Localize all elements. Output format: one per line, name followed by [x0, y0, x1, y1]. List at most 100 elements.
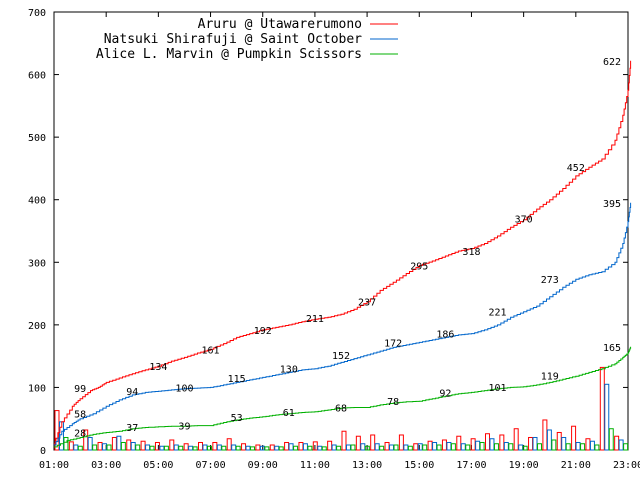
- hourly-bar-blue: [503, 441, 509, 451]
- x-tick-label: 01:00: [39, 460, 69, 471]
- y-tick-label: 200: [28, 321, 46, 332]
- hourly-bar-blue: [446, 441, 452, 451]
- data-label: 318: [462, 247, 480, 258]
- hourly-bar-green: [407, 445, 413, 451]
- hourly-bar-blue: [145, 444, 151, 451]
- hourly-bar-blue: [345, 444, 351, 451]
- data-label: 186: [436, 330, 454, 341]
- hourly-bar-red: [97, 441, 103, 451]
- hourly-bar-green: [192, 446, 198, 451]
- data-label: 273: [541, 275, 559, 286]
- data-label: 395: [603, 199, 621, 210]
- hourly-bar-blue: [317, 445, 323, 451]
- hourly-bar-green: [594, 444, 600, 451]
- hourly-bar-green: [106, 444, 112, 451]
- x-tick-label: 17:00: [456, 460, 486, 471]
- data-label: 53: [231, 413, 243, 424]
- data-label: 192: [254, 326, 272, 337]
- hourly-bar-red: [528, 436, 534, 451]
- hourly-bar-red: [327, 440, 333, 451]
- hourly-bar-green: [450, 443, 456, 451]
- data-label: 295: [410, 261, 428, 272]
- data-label: 172: [384, 338, 402, 349]
- x-tick-label: 19:00: [509, 460, 539, 471]
- hourly-bar-blue: [374, 443, 380, 451]
- hourly-bar-red: [485, 433, 490, 451]
- legend-entry-label: Natsuki Shirafuji @ Saint October: [104, 32, 362, 47]
- hourly-bar-green: [221, 445, 227, 451]
- hourly-bar-green: [336, 445, 342, 451]
- hourly-bar-red: [456, 435, 462, 451]
- hourly-bar-red: [298, 441, 304, 451]
- x-tick-label: 09:00: [248, 460, 278, 471]
- hourly-bar-green: [379, 445, 385, 451]
- x-tick-label: 07:00: [195, 460, 225, 471]
- y-axis: 0 100 200 300 400 500 600 700: [28, 8, 628, 457]
- hourly-bar-red: [255, 444, 261, 451]
- data-label: 221: [489, 308, 507, 319]
- data-label: 99: [74, 384, 86, 395]
- data-label: 92: [439, 388, 451, 399]
- hourly-bar-blue: [288, 443, 294, 451]
- hourly-bar-green: [92, 444, 98, 451]
- legend-entry-label: Aruru @ Utawarerumono: [198, 17, 362, 32]
- x-tick-label: 11:00: [300, 460, 330, 471]
- hourly-bar-green: [120, 441, 126, 451]
- hourly-bar-red: [384, 441, 390, 451]
- hourly-bar-red: [599, 366, 605, 451]
- data-label: 134: [149, 362, 167, 373]
- data-label: 115: [228, 374, 246, 385]
- hourly-bar-blue: [231, 444, 237, 451]
- hourly-bar-red: [499, 434, 505, 451]
- hourly-bar-green: [508, 443, 514, 451]
- data-label: 101: [489, 383, 507, 394]
- hourly-bar-blue: [274, 445, 280, 451]
- hourly-bar-blue: [460, 443, 466, 451]
- hourly-bar-red: [241, 443, 247, 451]
- hourly-bar-green: [465, 444, 471, 451]
- data-label: 237: [358, 298, 376, 309]
- x-axis: 01:00 03:00 05:00 07:00 09:00 11:00 13:00 15:00…: [39, 12, 640, 471]
- y-tick-label: 100: [28, 383, 46, 394]
- hourly-bar-red: [169, 439, 175, 451]
- hourly-bar-green: [479, 441, 485, 451]
- hourly-bar-red: [542, 419, 548, 451]
- hourly-bar-red: [341, 430, 347, 451]
- hourly-bar-blue: [202, 444, 208, 451]
- hourly-bar-red: [370, 434, 376, 451]
- hourly-bar-blue: [618, 439, 624, 451]
- data-label: 94: [126, 387, 138, 398]
- series-line-2: [54, 346, 632, 448]
- hourly-bar-blue: [216, 444, 222, 451]
- y-tick-label: 400: [28, 196, 46, 207]
- hourly-bar-red: [441, 439, 447, 451]
- hourly-bar-red: [111, 436, 117, 451]
- hourly-bar-blue: [475, 440, 481, 451]
- hourly-bar-red: [413, 443, 419, 451]
- hourly-bar-blue: [389, 444, 395, 451]
- legend-entry-label: Alice L. Marvin @ Pumpkin Scissors: [96, 47, 362, 62]
- hourly-bar-blue: [604, 383, 610, 451]
- hourly-bar-red: [355, 435, 361, 451]
- hourly-bar-blue: [489, 438, 495, 451]
- hourly-bar-red: [212, 441, 218, 451]
- series-line-0: [54, 60, 632, 445]
- hourly-bar-blue: [159, 445, 165, 451]
- hourly-bar-green: [77, 445, 83, 451]
- x-tick-label: 13:00: [352, 460, 382, 471]
- hourly-bar-red: [226, 438, 232, 451]
- hourly-bar-green: [135, 444, 141, 451]
- data-label: 37: [126, 423, 138, 434]
- data-label: 39: [178, 422, 190, 433]
- hourly-bar-blue: [561, 436, 567, 451]
- hourly-bar-blue: [575, 441, 581, 451]
- data-label: 165: [603, 343, 621, 354]
- hourly-bar-green: [580, 443, 586, 451]
- hourly-bar-green: [436, 444, 442, 451]
- data-label: 161: [202, 345, 220, 356]
- x-tick-label: 21:00: [561, 460, 591, 471]
- hourly-bar-red: [585, 438, 591, 451]
